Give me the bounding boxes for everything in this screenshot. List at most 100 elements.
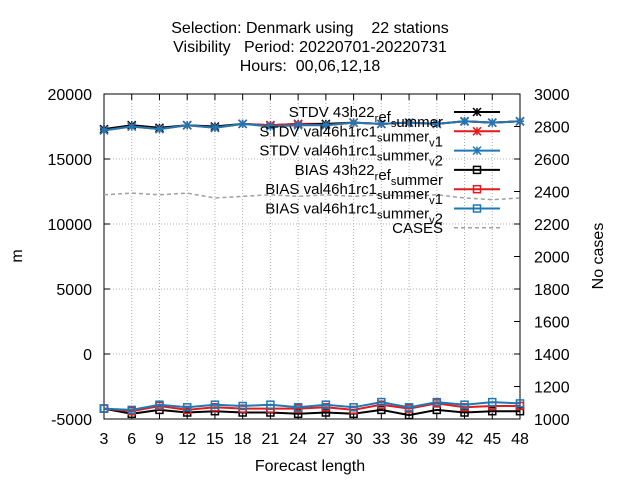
y2-tick-label: 1200 (534, 380, 570, 397)
y2-tick-label: 2400 (534, 185, 570, 202)
data-point (404, 403, 414, 412)
legend-label-part: 1 (435, 133, 443, 150)
legend-marker (472, 184, 482, 194)
data-point (182, 403, 192, 412)
legend-label-part: v (429, 195, 435, 207)
x-axis-label: Forecast length (255, 458, 365, 475)
series-3 (99, 116, 525, 135)
legend-label-part: ummer (396, 114, 443, 131)
legend-label-part: ummer (382, 148, 429, 165)
data-point (99, 125, 109, 135)
data-point (432, 397, 442, 407)
data-point (460, 116, 470, 126)
legend-label-part: 2 (435, 153, 443, 170)
legend-label-part: s (377, 190, 383, 202)
plot-frame (103, 93, 521, 420)
x-tick-label: 24 (289, 431, 307, 448)
legend-label-part: CASES (392, 220, 443, 237)
data-point (210, 123, 220, 133)
x-tick-label: 18 (234, 431, 252, 448)
y2-tick-label: 1800 (534, 282, 570, 299)
data-point (293, 120, 303, 130)
data-point (376, 119, 386, 129)
data-point (265, 121, 275, 132)
data-point (321, 400, 331, 409)
x-tick-label: 9 (155, 431, 164, 448)
grid (104, 94, 520, 419)
data-point (404, 118, 414, 128)
y-tick-label: 5000 (56, 282, 92, 299)
chart-title: Selection: Denmark using 22 stations Vis… (171, 20, 448, 75)
legend-label-part: s (377, 152, 383, 164)
data-point (488, 406, 497, 416)
x-tick-label: 12 (178, 431, 196, 448)
legend-label-part: ef (378, 109, 391, 126)
x-tick-label: 30 (345, 431, 363, 448)
y2-tick-label: 1400 (534, 347, 570, 364)
x-tick-label: 6 (127, 431, 136, 448)
legend-label-part: v (429, 157, 435, 169)
legend-label-part: STDV val46h1rc1 (259, 143, 377, 160)
x-tick-label: 15 (206, 431, 224, 448)
data-point (515, 399, 525, 408)
legend-marker (472, 204, 482, 213)
data-point (321, 408, 331, 417)
data-point (460, 400, 469, 409)
legend-label-part: v (429, 137, 435, 149)
y2-axis-label: No cases (590, 223, 607, 290)
legend-label-part: s (391, 176, 397, 188)
legend-label: STDV val46h1rc1summerv2 (259, 143, 443, 170)
legend-label: STDV val46h1rc1summerv1 (259, 123, 443, 150)
x-tick-label: 39 (428, 431, 446, 448)
axes: 3 6 9 12 15 18 21 24 27 30 33 36 39 42 45 4820000150001… (48, 87, 570, 448)
legend-label-part: ummer (396, 172, 443, 189)
chart-title-line-3: Hours: 00,06,12,18 (240, 58, 381, 75)
legend-label-part: r (375, 113, 379, 125)
data-point (154, 124, 164, 134)
data-point (515, 406, 525, 416)
data-point (349, 403, 358, 412)
legend-label: CASES (392, 220, 443, 237)
y-axis-label: m (9, 249, 26, 262)
legend-label-part: ummer (382, 186, 429, 203)
legend-label-part: 1 (435, 191, 443, 208)
legend-label-part: STDV val46h1rc1 (259, 123, 377, 140)
y-tick-label: -5000 (51, 412, 92, 429)
data-point (127, 121, 137, 132)
data-point (127, 405, 136, 415)
y2-tick-label: 1000 (534, 412, 570, 429)
data-point (460, 408, 469, 417)
series-line (103, 120, 521, 132)
data-point (321, 120, 331, 130)
legend-label-part: s (377, 132, 383, 144)
x-tick-label: 3 (100, 431, 109, 448)
data-point (238, 119, 248, 129)
legend-label: BIAS val46h1rc1summerv2 (265, 201, 443, 228)
series-line (103, 401, 521, 411)
legend-label-part: ef (378, 167, 391, 184)
legend-label: BIAS 43h22refsummer (295, 162, 443, 189)
chart-title-line-2: Visibility Period: 20220701-20220731 (173, 39, 447, 56)
y2-tick-label: 2200 (534, 217, 570, 234)
legend-label-part: 2 (435, 211, 443, 228)
x-tick-label: 45 (483, 431, 501, 448)
data-point (377, 405, 386, 415)
x-tick-label: 21 (262, 431, 280, 448)
chart-title-line-1: Selection: Denmark using 22 stations (171, 20, 448, 37)
legend-label-part: v (429, 215, 435, 227)
y2-tick-label: 2600 (534, 152, 570, 169)
data-point (349, 118, 359, 128)
x-tick-label: 48 (511, 431, 529, 448)
legend-label-part: BIAS val46h1rc1 (265, 201, 377, 218)
x-tick-label: 33 (372, 431, 390, 448)
data-point (238, 401, 247, 411)
data-point (515, 116, 525, 126)
legend-marker (472, 146, 482, 156)
legend-marker (472, 107, 482, 117)
y2-tick-label: 1600 (534, 315, 570, 332)
legend-label-part: STDV 43h22 (289, 104, 375, 121)
legend-label-part: s (391, 118, 397, 130)
series-line (103, 407, 520, 417)
data-point (487, 118, 497, 128)
